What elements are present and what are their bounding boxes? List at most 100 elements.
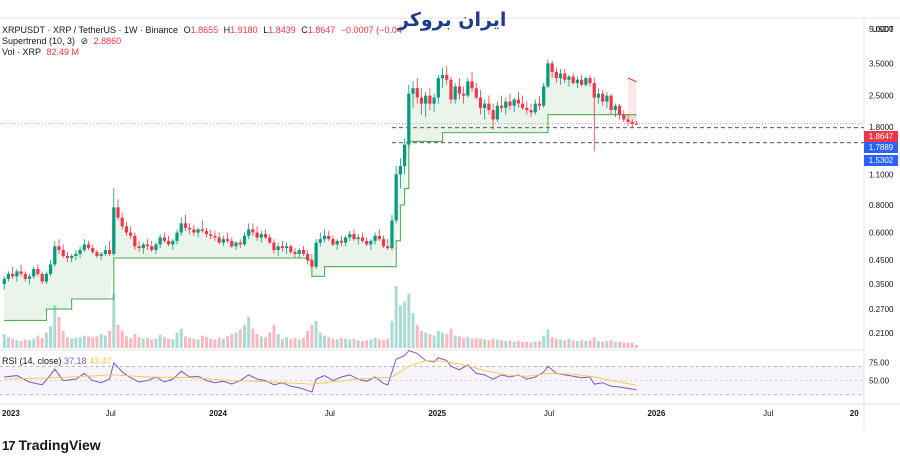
candle-body bbox=[120, 217, 124, 227]
ticker-header: XRPUSDT · XRP / TetherUS · 1W · Binance … bbox=[2, 25, 405, 36]
volume-bar bbox=[407, 293, 411, 348]
candle-body bbox=[428, 95, 432, 104]
candle-body bbox=[558, 73, 563, 79]
candle-body bbox=[339, 240, 343, 243]
candle-body bbox=[626, 119, 630, 122]
candle-body bbox=[40, 273, 44, 282]
candle-body bbox=[567, 76, 571, 80]
supertrend-down-line bbox=[627, 77, 637, 83]
volume-bar bbox=[369, 339, 373, 348]
candle-body bbox=[483, 103, 487, 108]
volume-bar bbox=[491, 338, 495, 348]
volume-bar bbox=[53, 305, 57, 348]
rsi-value: 37.18 bbox=[64, 356, 87, 366]
volume-bar bbox=[508, 340, 512, 348]
volume-bar bbox=[171, 339, 175, 348]
candle-body bbox=[314, 242, 318, 267]
candle-body bbox=[154, 244, 158, 251]
volume-bar bbox=[95, 336, 99, 348]
candle-body bbox=[521, 103, 525, 108]
open-value: 1.8655 bbox=[190, 25, 219, 35]
volume-bar bbox=[432, 335, 436, 348]
supertrend-fill bbox=[4, 63, 637, 321]
volume-bar bbox=[445, 334, 449, 348]
candle-body bbox=[44, 273, 48, 282]
candle-body bbox=[508, 101, 512, 106]
volume-bar bbox=[221, 338, 225, 348]
volume-header: Vol · XRP 82.49 M bbox=[2, 47, 82, 58]
volume-bar bbox=[424, 332, 428, 348]
volume-bar bbox=[335, 339, 339, 348]
volume-bar bbox=[251, 328, 255, 348]
volume-bar bbox=[403, 301, 407, 348]
currency-label[interactable]: USDT bbox=[872, 25, 894, 34]
volume-bar bbox=[36, 335, 40, 348]
close-key: C bbox=[301, 25, 308, 35]
high-value: 1.9180 bbox=[230, 25, 258, 35]
supertrend-header: Supertrend (10, 3) ⊘ 2.8860 bbox=[2, 36, 124, 47]
candle-body bbox=[609, 95, 613, 111]
candle-body bbox=[192, 229, 196, 233]
volume-bar bbox=[108, 330, 112, 348]
candle-body bbox=[322, 235, 327, 240]
ticker-label[interactable]: XRPUSDT · XRP / TetherUS · 1W · Binance bbox=[2, 25, 179, 35]
candle-body bbox=[348, 234, 352, 238]
volume-bar bbox=[188, 337, 192, 348]
volume-bar bbox=[318, 332, 322, 348]
open-key: O bbox=[183, 25, 191, 35]
volume-label[interactable]: Vol · XRP bbox=[2, 47, 42, 57]
candle-body bbox=[550, 63, 554, 72]
candle-body bbox=[166, 240, 171, 245]
supertrend-label[interactable]: Supertrend (10, 3) bbox=[2, 36, 76, 46]
rsi-ma-value: 43.47 bbox=[89, 356, 112, 366]
candle-body bbox=[563, 73, 567, 80]
volume-bar bbox=[542, 335, 546, 348]
volume-bar bbox=[226, 336, 230, 348]
volume-bar bbox=[2, 334, 6, 348]
price-tick-label: 3.5000 bbox=[869, 59, 894, 68]
candle-body bbox=[133, 235, 137, 247]
volume-bar bbox=[154, 338, 158, 348]
candle-body bbox=[571, 76, 575, 84]
candle-body bbox=[440, 74, 445, 79]
volume-bar bbox=[478, 338, 482, 348]
volume-bar bbox=[129, 337, 133, 348]
candle-body bbox=[542, 86, 546, 106]
candle-body bbox=[343, 237, 348, 243]
volume-bar bbox=[23, 339, 27, 348]
candle-body bbox=[19, 271, 23, 274]
time-tick-label: 2023 bbox=[2, 409, 20, 418]
volume-bar bbox=[314, 320, 318, 348]
candle-body bbox=[487, 103, 491, 111]
rsi-ma-line bbox=[4, 360, 637, 386]
hidden-toggle-icon[interactable]: ⊘ bbox=[80, 36, 89, 46]
candle-body bbox=[546, 63, 550, 87]
candle-body bbox=[449, 79, 453, 100]
volume-bar bbox=[344, 338, 348, 348]
volume-value: 82.49 M bbox=[46, 47, 80, 57]
candle-body bbox=[137, 246, 141, 249]
tradingview-logo[interactable]: 17 TradingView bbox=[2, 437, 101, 453]
volume-bar bbox=[133, 334, 137, 348]
volume-bar bbox=[247, 317, 251, 348]
volume-bar bbox=[609, 340, 613, 348]
candle-body bbox=[145, 244, 150, 247]
candle-body bbox=[276, 246, 280, 251]
volume-bar bbox=[234, 332, 238, 348]
time-tick-label: Jul bbox=[763, 409, 773, 418]
volume-bar bbox=[567, 338, 571, 348]
volume-bar bbox=[238, 329, 242, 348]
rsi-label[interactable]: RSI (14, close) bbox=[2, 356, 62, 366]
volume-bar bbox=[613, 341, 617, 348]
candle-body bbox=[280, 246, 284, 249]
candle-body bbox=[242, 235, 247, 245]
candle-body bbox=[407, 93, 411, 145]
candle-body bbox=[158, 237, 162, 245]
candle-body bbox=[377, 235, 381, 240]
supertrend-value: 2.8860 bbox=[93, 36, 122, 46]
volume-bar bbox=[597, 341, 600, 348]
volume-bar bbox=[306, 330, 310, 348]
time-tick-label: 2024 bbox=[209, 409, 227, 418]
candle-body bbox=[141, 244, 145, 249]
